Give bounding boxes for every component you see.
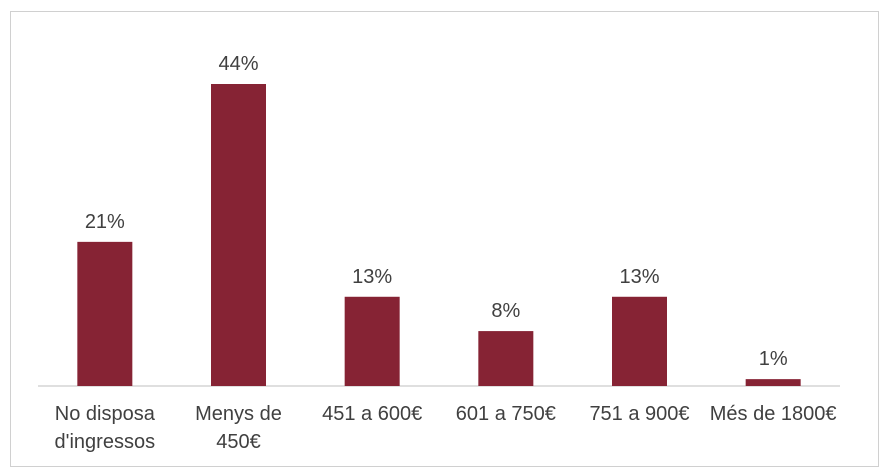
x-tick-label: 601 a 750€ bbox=[455, 403, 556, 425]
x-tick-label: Menys de 450€ bbox=[195, 403, 282, 453]
x-tick-label: Més de 1800€ bbox=[709, 403, 837, 425]
bar bbox=[211, 84, 266, 386]
x-tick-label: 451 a 600€ bbox=[322, 403, 423, 425]
bar bbox=[77, 241, 133, 386]
value-label: 13% bbox=[352, 266, 392, 288]
bar bbox=[745, 379, 801, 386]
value-label: 21% bbox=[85, 211, 125, 233]
value-label: 1% bbox=[759, 348, 788, 370]
value-label: 8% bbox=[491, 300, 520, 322]
bar bbox=[344, 296, 400, 386]
value-label: 13% bbox=[619, 266, 659, 288]
bar bbox=[478, 331, 534, 386]
value-label: 44% bbox=[218, 53, 258, 75]
x-tick-label: 751 a 900€ bbox=[589, 403, 690, 425]
bar bbox=[612, 296, 667, 386]
chart-frame bbox=[10, 11, 879, 467]
x-tick-label: No disposa d'ingressos bbox=[54, 403, 156, 453]
